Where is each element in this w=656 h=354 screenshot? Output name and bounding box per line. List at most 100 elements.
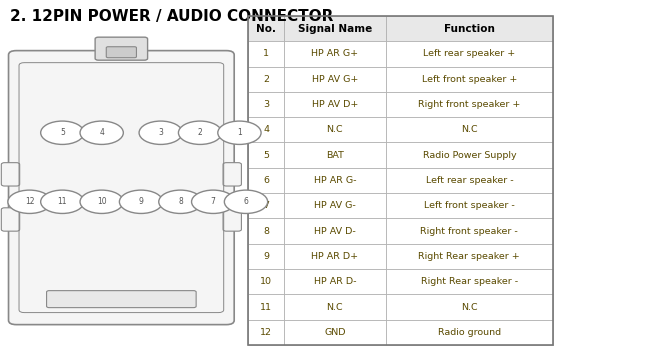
Text: 4: 4 — [99, 128, 104, 137]
Text: 11: 11 — [58, 197, 67, 206]
Bar — [386, 92, 553, 117]
Text: Left front speaker -: Left front speaker - — [424, 201, 515, 210]
Bar — [386, 193, 553, 218]
Bar — [386, 41, 553, 67]
Bar — [284, 218, 386, 244]
Bar — [386, 67, 553, 92]
Circle shape — [80, 121, 123, 144]
Circle shape — [80, 190, 123, 213]
Text: Left rear speaker +: Left rear speaker + — [423, 50, 516, 58]
FancyBboxPatch shape — [95, 37, 148, 60]
Bar — [248, 168, 284, 193]
Text: 6: 6 — [243, 197, 249, 206]
Bar — [386, 218, 553, 244]
Text: 4: 4 — [263, 125, 269, 134]
Bar — [248, 294, 284, 320]
Bar — [284, 269, 386, 295]
Bar — [248, 117, 284, 143]
Bar — [284, 117, 386, 143]
Bar — [284, 41, 386, 67]
Text: 8: 8 — [178, 197, 183, 206]
Text: 12: 12 — [25, 197, 34, 206]
Text: BAT: BAT — [326, 151, 344, 160]
Text: Right front speaker +: Right front speaker + — [418, 100, 521, 109]
Bar — [248, 244, 284, 269]
Circle shape — [192, 190, 235, 213]
Bar — [248, 67, 284, 92]
Text: Left rear speaker -: Left rear speaker - — [426, 176, 513, 185]
FancyBboxPatch shape — [1, 208, 20, 231]
Text: 3: 3 — [263, 100, 269, 109]
Text: N.C: N.C — [461, 303, 478, 312]
Text: N.C: N.C — [461, 125, 478, 134]
Text: HP AV G+: HP AV G+ — [312, 75, 358, 84]
Text: 3: 3 — [158, 128, 163, 137]
Text: HP AR G+: HP AR G+ — [312, 50, 358, 58]
Text: 10: 10 — [97, 197, 106, 206]
Text: Right Rear speaker -: Right Rear speaker - — [420, 277, 518, 286]
Text: HP AV D-: HP AV D- — [314, 227, 356, 235]
Bar — [248, 142, 284, 168]
Bar — [386, 142, 553, 168]
Bar — [284, 142, 386, 168]
Text: No.: No. — [256, 24, 276, 34]
Text: 5: 5 — [60, 128, 65, 137]
Bar — [284, 16, 386, 41]
Bar — [248, 320, 284, 345]
Bar — [248, 269, 284, 295]
Text: Left front speaker +: Left front speaker + — [422, 75, 517, 84]
Text: 2. 12PIN POWER / AUDIO CONNECTOR: 2. 12PIN POWER / AUDIO CONNECTOR — [10, 9, 333, 24]
Text: Radio ground: Radio ground — [438, 328, 501, 337]
Text: 9: 9 — [263, 252, 269, 261]
Bar — [248, 92, 284, 117]
Bar — [248, 16, 553, 345]
Text: 10: 10 — [260, 277, 272, 286]
Text: 1: 1 — [237, 128, 242, 137]
Text: 9: 9 — [138, 197, 144, 206]
Circle shape — [139, 121, 182, 144]
Bar — [386, 244, 553, 269]
Bar — [284, 320, 386, 345]
Text: Signal Name: Signal Name — [298, 24, 372, 34]
Circle shape — [41, 121, 84, 144]
FancyBboxPatch shape — [223, 208, 241, 231]
Text: Right Rear speaker +: Right Rear speaker + — [419, 252, 520, 261]
Text: HP AR D+: HP AR D+ — [312, 252, 358, 261]
Text: 12: 12 — [260, 328, 272, 337]
Bar — [386, 269, 553, 295]
Bar — [284, 294, 386, 320]
Bar — [284, 92, 386, 117]
Bar — [386, 294, 553, 320]
FancyBboxPatch shape — [1, 163, 20, 186]
Bar — [284, 193, 386, 218]
Bar — [248, 218, 284, 244]
Text: HP AV G-: HP AV G- — [314, 201, 356, 210]
Text: GND: GND — [324, 328, 346, 337]
Text: N.C: N.C — [327, 303, 343, 312]
Bar — [248, 16, 284, 41]
Text: 7: 7 — [211, 197, 216, 206]
Bar — [248, 193, 284, 218]
Circle shape — [218, 121, 261, 144]
Text: N.C: N.C — [327, 125, 343, 134]
Bar — [386, 117, 553, 143]
Text: 2: 2 — [197, 128, 203, 137]
Circle shape — [8, 190, 51, 213]
Text: Function: Function — [444, 24, 495, 34]
Bar — [386, 168, 553, 193]
Text: 6: 6 — [263, 176, 269, 185]
FancyBboxPatch shape — [9, 51, 234, 325]
Bar — [248, 41, 284, 67]
Circle shape — [119, 190, 163, 213]
Text: 2: 2 — [263, 75, 269, 84]
Circle shape — [178, 121, 222, 144]
Text: 5: 5 — [263, 151, 269, 160]
Text: Right front speaker -: Right front speaker - — [420, 227, 518, 235]
Bar — [284, 67, 386, 92]
Bar — [386, 320, 553, 345]
Text: 8: 8 — [263, 227, 269, 235]
FancyBboxPatch shape — [47, 291, 196, 308]
Text: 7: 7 — [263, 201, 269, 210]
Bar — [284, 244, 386, 269]
FancyBboxPatch shape — [223, 163, 241, 186]
